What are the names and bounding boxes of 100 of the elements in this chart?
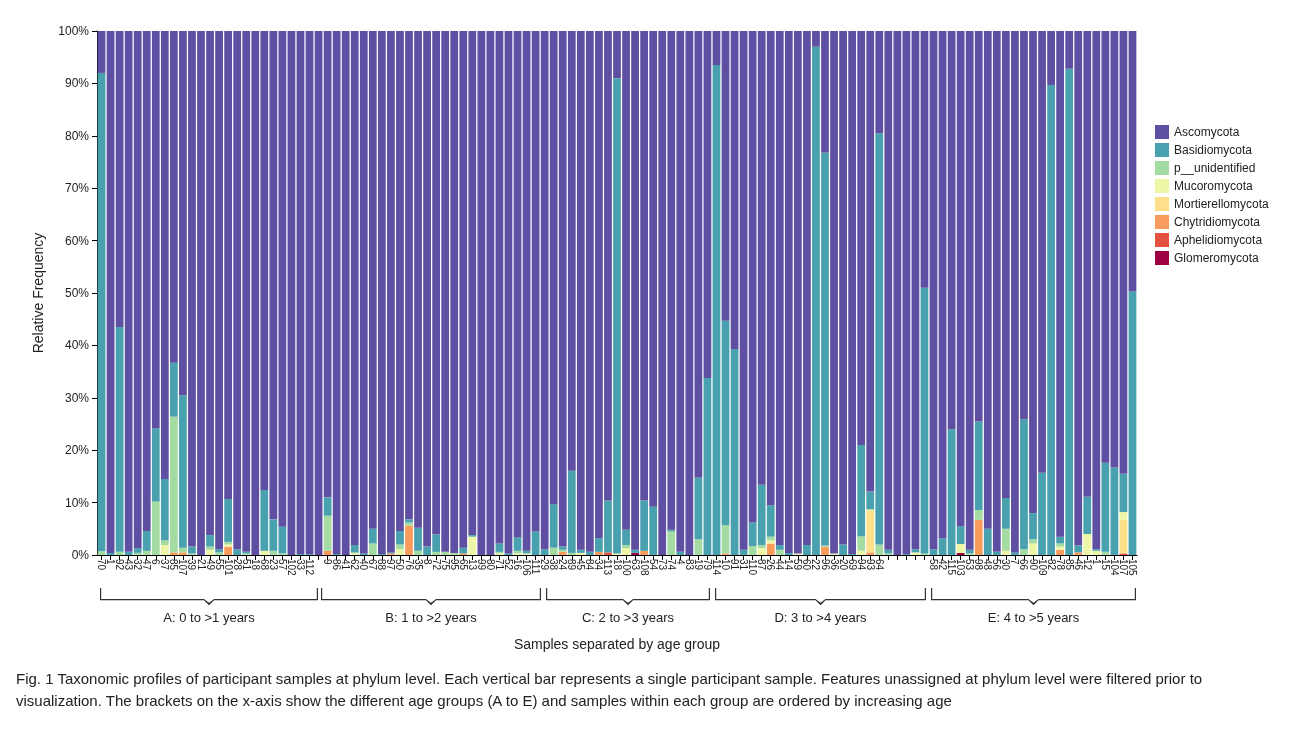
x-tick-label: 52 (502, 559, 514, 571)
x-tick-label: 15 (1099, 559, 1111, 571)
x-tick-label: 20 (837, 559, 849, 571)
x-tick-label: 22 (810, 559, 822, 571)
x-tick-label: 14 (783, 559, 795, 571)
x-tick-label: 85 (168, 559, 180, 571)
x-tick-label: 92 (114, 559, 126, 571)
x-tick-label: 66 (1018, 559, 1030, 571)
x-tick-label: 48 (982, 559, 994, 571)
x-tick-label: 83 (683, 559, 695, 571)
x-tick-label: 103 (955, 559, 967, 577)
x-tick-label: 32 (132, 559, 144, 571)
x-tick-label: 47 (141, 559, 153, 571)
legend-label: Mucoromycota (1174, 179, 1254, 193)
x-tick-label: 71 (493, 559, 505, 571)
x-tick-label: 98 (973, 559, 985, 571)
x-tick-label: 28 (231, 559, 243, 571)
x-tick-label: 65 (457, 559, 469, 571)
legend-label: Aphelidiomycota (1174, 233, 1263, 247)
text: D: 3 to >4 years (774, 610, 868, 625)
x-tick-label: 99 (475, 559, 487, 571)
x-tick-label: 112 (304, 559, 316, 576)
x-tick-label: 64 (873, 559, 885, 571)
x-tick-label: 67 (367, 559, 379, 571)
x-tick-label: 106 (521, 559, 533, 577)
x-tick-label: 93 (864, 559, 876, 571)
x-tick-label: 30 (1000, 559, 1012, 571)
x-tick-label: 113 (602, 559, 614, 576)
x-tick-label: 34 (593, 559, 605, 571)
legend-label: Chytridiomycota (1174, 215, 1261, 229)
x-tick-label: 21 (195, 559, 207, 571)
x-tick-label: 69 (846, 559, 858, 571)
text: E: 4 to >5 years (987, 610, 1080, 625)
x-tick-label: 84 (584, 559, 596, 571)
x-tick-label: 75 (439, 559, 451, 571)
x-tick-label: 8 (421, 559, 433, 565)
x-tick-label: 109 (1036, 559, 1048, 577)
x-tick-label: 40 (358, 559, 370, 571)
x-tick-label: 9 (322, 559, 334, 565)
text: B: 1 to >2 years (385, 610, 478, 625)
x-tick-label: 18 (249, 559, 261, 571)
x-tick-label: 80 (484, 559, 496, 571)
x-tick-label: 107 (1117, 559, 1129, 577)
x-tick-label: 101 (222, 559, 234, 577)
x-tick-label: 107 (177, 559, 189, 577)
x-tick-label: 44 (774, 559, 786, 571)
x-tick-label: 43 (123, 559, 135, 571)
legend-label: Basidiomycota (1174, 143, 1253, 157)
x-tick-label: 29 (539, 559, 551, 571)
x-tick-label: 100 (620, 559, 632, 577)
y-tick-label: 50% (64, 286, 90, 300)
x-tick-label: 78 (1054, 559, 1066, 571)
caption: Fig. 1 Taxonomic profiles of participant samples at phylum level. Each vertical bar represents a single participant sample. Features unassigned at phylum level were filtered prior to visualization. The brackets on the x-axis show the different age groups (A to E) and samples within each group are ordered by increasing age (16, 669, 1204, 711)
x-tick-label: 38 (548, 559, 560, 571)
text: C: 2 to >3 years (581, 610, 675, 625)
x-tick-label: 56 (991, 559, 1003, 571)
x-tick-label: 114 (710, 559, 722, 576)
y-axis-title: Relative Frequency (30, 232, 46, 354)
legend-label: Ascomycota (1174, 125, 1240, 139)
x-tick-label: 102 (285, 559, 297, 577)
y-tick-label: 10% (64, 495, 90, 510)
y-tick-label: 100% (58, 24, 90, 38)
x-tick-label: 79 (701, 559, 713, 571)
legend-label: p__unidentified (1174, 161, 1256, 175)
x-tick-label: 108 (638, 559, 650, 577)
x-tick-label: 33 (294, 559, 306, 571)
x-tick-label: 16 (512, 559, 524, 571)
y-tick-label: 70% (64, 181, 90, 196)
x-tick-label: 45 (575, 559, 587, 571)
x-tick-label: 1 (1090, 559, 1102, 565)
x-tick-label: 41 (340, 559, 352, 571)
text: A: 0 to >1 years (163, 610, 256, 625)
legend-label: Glomeromycota (1174, 251, 1260, 265)
x-tick-label: 4 (674, 559, 686, 565)
x-tick-label: 89 (566, 559, 578, 571)
y-tick-label: 0% (71, 548, 90, 562)
x-tick-label: 90 (1027, 559, 1039, 571)
x-tick-label: 76 (403, 559, 415, 571)
x-tick-label: 51 (240, 559, 252, 571)
x-tick-label: 60 (801, 559, 813, 571)
x-tick-label: 104 (1108, 559, 1120, 577)
x-tick-label: 49 (204, 559, 216, 571)
x-tick-label: 10 (720, 559, 732, 571)
x-tick-label: 110 (747, 559, 759, 576)
x-tick-label: 39 (186, 559, 198, 571)
x-tick-label: 7 (1009, 559, 1021, 565)
x-tick-label: 13 (466, 559, 478, 571)
x-tick-label: 68 (258, 559, 270, 571)
x-tick-label: 59 (792, 559, 804, 571)
x-tick-label: 115 (946, 559, 958, 576)
y-tick-label: 40% (64, 338, 90, 353)
x-tick-label: 6 (150, 559, 162, 565)
x-tick-label: 53 (964, 559, 976, 571)
x-tick-label: 63 (629, 559, 641, 571)
x-tick-label: 95 (448, 559, 460, 571)
y-tick-label: 60% (64, 233, 90, 248)
x-tick-label: 72 (430, 559, 442, 571)
x-tick-label: 105 (1126, 559, 1138, 577)
x-tick-label: 86 (331, 559, 343, 571)
y-tick-label: 20% (64, 443, 90, 458)
